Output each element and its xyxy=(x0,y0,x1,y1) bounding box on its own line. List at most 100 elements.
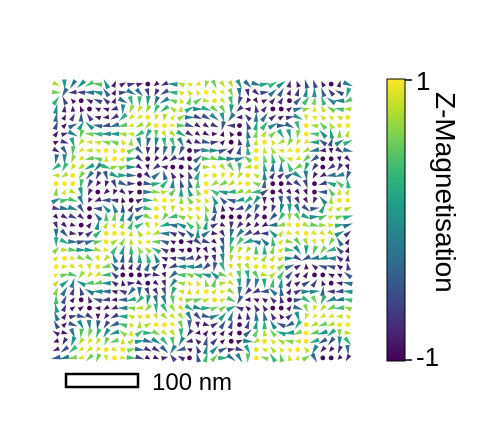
field-arrow xyxy=(303,170,308,182)
field-arrow xyxy=(121,279,126,287)
field-arrow xyxy=(229,131,235,138)
field-arrow xyxy=(345,254,350,262)
field-arrow xyxy=(92,229,102,239)
field-arrow xyxy=(177,304,184,311)
field-arrow xyxy=(218,148,228,155)
field-arrow xyxy=(285,279,292,288)
field-arrow xyxy=(202,352,208,363)
field-arrow xyxy=(146,95,151,107)
field-arrow xyxy=(134,206,144,213)
field-arrow xyxy=(227,80,233,88)
field-arrow xyxy=(78,163,86,170)
field-dot xyxy=(203,289,209,294)
field-arrow xyxy=(127,82,136,88)
field-arrow xyxy=(317,189,328,195)
field-arrow xyxy=(270,338,277,345)
field-arrow xyxy=(344,155,351,162)
field-arrow xyxy=(118,289,128,296)
field-dot xyxy=(87,305,92,311)
field-arrow xyxy=(301,212,312,220)
field-arrow xyxy=(202,246,208,254)
field-arrow xyxy=(93,240,103,245)
field-arrow xyxy=(219,261,225,272)
field-arrow xyxy=(61,313,67,320)
field-arrow xyxy=(219,97,225,104)
field-arrow xyxy=(344,188,350,196)
field-arrow xyxy=(221,205,226,212)
field-dot xyxy=(137,181,142,187)
field-arrow xyxy=(236,262,241,271)
field-dot xyxy=(303,231,309,236)
field-arrow xyxy=(144,354,151,360)
field-arrow xyxy=(129,238,134,245)
field-arrow xyxy=(69,255,76,260)
field-arrow xyxy=(294,120,300,131)
field-arrow xyxy=(53,140,59,146)
field-arrow xyxy=(79,328,84,339)
field-arrow xyxy=(146,137,151,148)
field-arrow xyxy=(229,172,235,179)
field-arrow xyxy=(78,155,85,161)
field-arrow xyxy=(285,157,293,162)
field-arrow xyxy=(250,240,262,246)
field-arrow xyxy=(144,221,150,229)
field-arrow xyxy=(195,197,202,204)
field-arrow xyxy=(187,89,193,97)
field-arrow xyxy=(135,354,145,360)
field-arrow xyxy=(126,164,137,170)
field-arrow xyxy=(261,298,268,304)
field-arrow xyxy=(170,122,176,128)
field-arrow xyxy=(346,178,351,189)
field-arrow xyxy=(51,162,62,171)
field-arrow xyxy=(184,115,196,120)
field-arrow xyxy=(193,237,202,245)
field-arrow xyxy=(119,253,125,263)
field-dot xyxy=(345,123,351,128)
field-dot xyxy=(245,181,251,187)
field-arrow xyxy=(286,128,291,140)
field-arrow xyxy=(185,240,193,245)
field-arrow xyxy=(252,230,261,235)
field-arrow xyxy=(111,346,118,352)
field-arrow xyxy=(227,311,233,322)
field-arrow xyxy=(96,346,102,353)
field-arrow xyxy=(177,156,185,161)
field-arrow xyxy=(78,112,84,122)
field-arrow xyxy=(286,80,291,88)
field-arrow xyxy=(170,178,175,189)
field-arrow xyxy=(179,172,185,179)
field-arrow xyxy=(269,264,276,270)
field-arrow xyxy=(119,244,125,256)
field-arrow xyxy=(52,287,58,296)
field-arrow xyxy=(129,244,134,255)
field-arrow xyxy=(196,345,202,354)
field-arrow xyxy=(201,156,212,161)
field-arrow xyxy=(110,312,119,319)
field-arrow xyxy=(179,178,185,189)
field-arrow xyxy=(278,149,285,154)
field-arrow xyxy=(86,99,94,105)
field-arrow xyxy=(161,212,169,221)
field-arrow xyxy=(276,128,285,139)
field-dot xyxy=(195,206,201,212)
field-arrow xyxy=(92,289,103,294)
field-arrow xyxy=(334,288,344,294)
field-arrow xyxy=(277,97,284,105)
field-arrow xyxy=(343,230,352,238)
field-arrow xyxy=(210,278,217,288)
field-arrow xyxy=(310,321,319,327)
field-arrow xyxy=(121,197,126,204)
field-arrow xyxy=(137,96,142,107)
field-dot xyxy=(87,206,92,212)
field-arrow xyxy=(109,198,119,203)
field-arrow xyxy=(51,246,60,255)
field-arrow xyxy=(153,80,160,87)
field-arrow xyxy=(229,245,235,255)
field-arrow xyxy=(286,180,293,185)
field-arrow xyxy=(250,189,261,194)
field-arrow xyxy=(78,170,86,180)
field-arrow xyxy=(254,104,260,113)
field-arrow xyxy=(92,279,103,285)
field-arrow xyxy=(295,355,300,361)
field-arrow xyxy=(126,348,136,353)
